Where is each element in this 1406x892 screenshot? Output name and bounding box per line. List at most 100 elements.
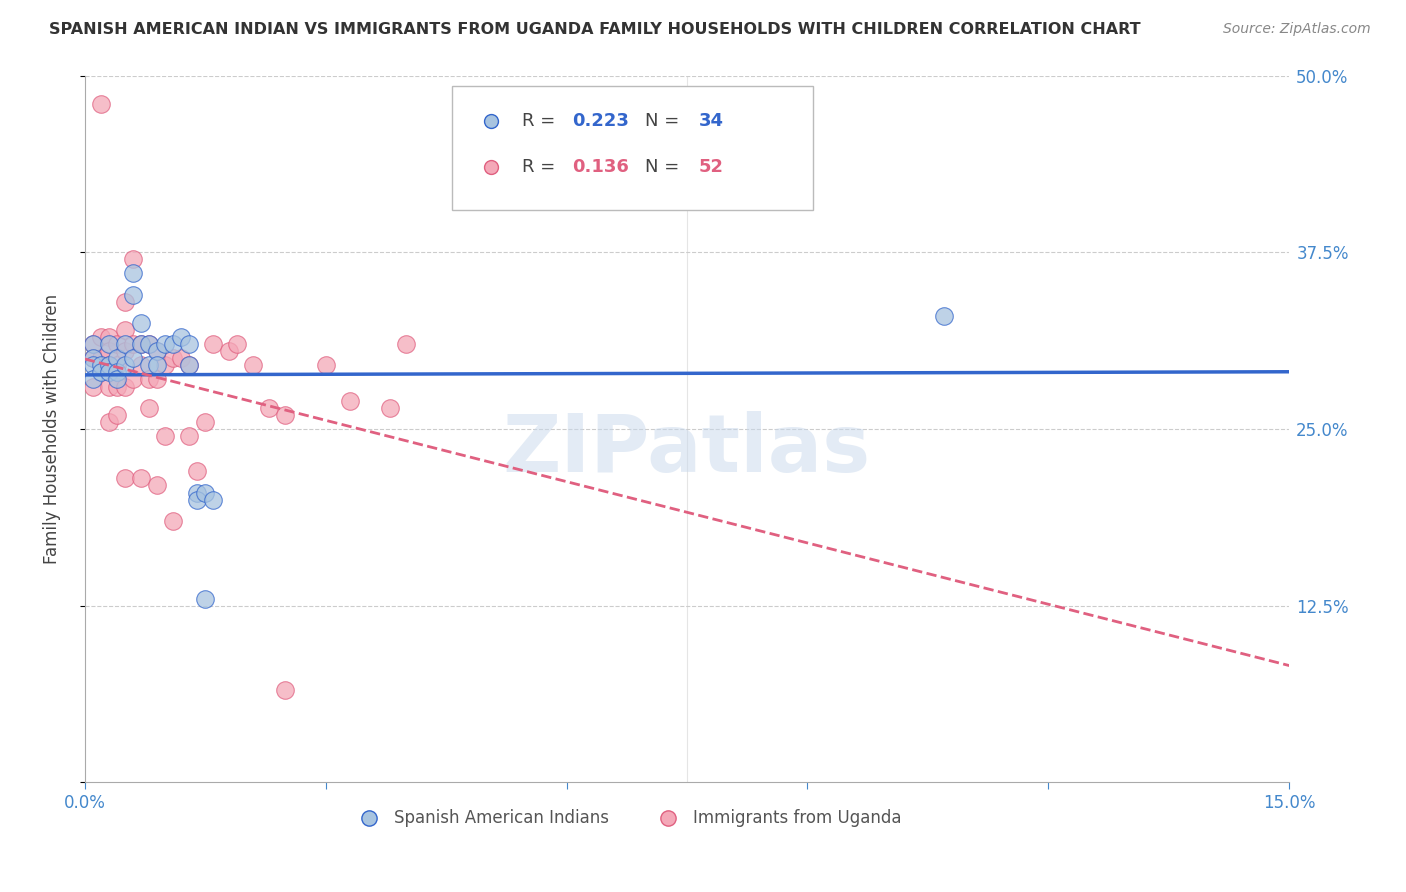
Point xyxy=(114,323,136,337)
Point xyxy=(129,471,152,485)
Point xyxy=(90,351,112,366)
Point xyxy=(170,351,193,366)
Point xyxy=(122,287,145,301)
Point xyxy=(97,359,120,373)
Text: 0.223: 0.223 xyxy=(572,112,630,130)
Text: R =: R = xyxy=(522,112,561,130)
Point xyxy=(378,401,401,415)
Point xyxy=(105,351,128,366)
Point xyxy=(395,337,418,351)
Point xyxy=(226,337,249,351)
Point xyxy=(90,359,112,373)
Point xyxy=(105,372,128,386)
Point xyxy=(146,372,169,386)
Point xyxy=(105,379,128,393)
Point xyxy=(105,337,128,351)
Point xyxy=(105,359,128,373)
Point xyxy=(153,337,176,351)
Point xyxy=(153,359,176,373)
Point xyxy=(90,365,112,379)
Text: N =: N = xyxy=(645,159,685,177)
Point xyxy=(122,351,145,366)
Point xyxy=(274,408,297,422)
Point xyxy=(129,337,152,351)
Point xyxy=(202,492,225,507)
Text: 34: 34 xyxy=(699,112,724,130)
Text: N =: N = xyxy=(645,112,685,130)
Point xyxy=(146,478,169,492)
Point xyxy=(114,471,136,485)
Point xyxy=(122,337,145,351)
Point xyxy=(105,408,128,422)
Point xyxy=(259,401,281,415)
Point xyxy=(162,351,184,366)
Point xyxy=(186,492,208,507)
Point xyxy=(146,359,169,373)
Point xyxy=(194,591,217,606)
Point xyxy=(153,429,176,443)
Point xyxy=(315,359,337,373)
Point xyxy=(82,372,104,386)
Point xyxy=(114,379,136,393)
Point xyxy=(97,330,120,344)
Point xyxy=(82,379,104,393)
Point xyxy=(129,337,152,351)
Point xyxy=(138,401,160,415)
Point xyxy=(179,429,201,443)
Point xyxy=(162,337,184,351)
Point xyxy=(97,365,120,379)
Point xyxy=(194,485,217,500)
Point xyxy=(114,337,136,351)
Point xyxy=(138,337,160,351)
Point xyxy=(129,316,152,330)
Point xyxy=(179,359,201,373)
Point xyxy=(242,359,264,373)
Point xyxy=(146,344,169,359)
Point xyxy=(339,393,361,408)
Text: R =: R = xyxy=(522,159,561,177)
Point xyxy=(82,337,104,351)
Point xyxy=(114,344,136,359)
Point xyxy=(186,485,208,500)
Legend: Spanish American Indians, Immigrants from Uganda: Spanish American Indians, Immigrants fro… xyxy=(346,803,908,834)
Point xyxy=(274,683,297,698)
Text: SPANISH AMERICAN INDIAN VS IMMIGRANTS FROM UGANDA FAMILY HOUSEHOLDS WITH CHILDRE: SPANISH AMERICAN INDIAN VS IMMIGRANTS FR… xyxy=(49,22,1140,37)
Text: ZIPatlas: ZIPatlas xyxy=(503,411,872,489)
Point xyxy=(170,330,193,344)
Point xyxy=(97,359,120,373)
Point xyxy=(186,464,208,478)
Point xyxy=(122,372,145,386)
Point xyxy=(194,415,217,429)
Point xyxy=(162,514,184,528)
Point xyxy=(138,372,160,386)
Point xyxy=(90,330,112,344)
Point xyxy=(82,337,104,351)
Point xyxy=(932,309,955,323)
Point xyxy=(218,344,240,359)
Point xyxy=(97,379,120,393)
Point xyxy=(122,267,145,281)
Point xyxy=(179,359,201,373)
FancyBboxPatch shape xyxy=(453,87,814,210)
Point xyxy=(90,96,112,111)
Point xyxy=(122,252,145,267)
Point xyxy=(105,365,128,379)
Text: Source: ZipAtlas.com: Source: ZipAtlas.com xyxy=(1223,22,1371,37)
Point xyxy=(97,415,120,429)
Point xyxy=(82,351,104,366)
Point xyxy=(82,359,104,373)
Text: 0.136: 0.136 xyxy=(572,159,630,177)
Text: 52: 52 xyxy=(699,159,724,177)
Point xyxy=(129,359,152,373)
Point xyxy=(97,344,120,359)
Point xyxy=(97,337,120,351)
Point xyxy=(179,337,201,351)
Point xyxy=(146,344,169,359)
Point xyxy=(202,337,225,351)
Point xyxy=(114,359,136,373)
Point xyxy=(114,294,136,309)
Y-axis label: Family Households with Children: Family Households with Children xyxy=(44,293,60,564)
Point xyxy=(138,337,160,351)
Point xyxy=(82,351,104,366)
Point xyxy=(138,359,160,373)
